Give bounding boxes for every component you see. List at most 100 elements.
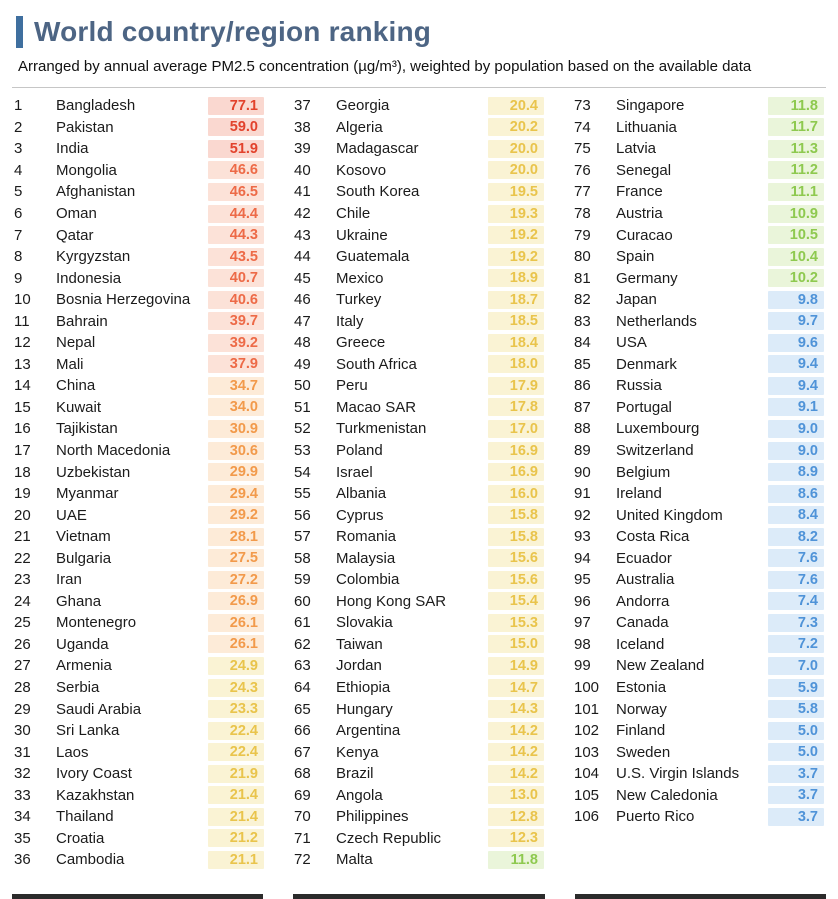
ranking-row: 65 Hungary 14.3: [294, 698, 544, 720]
rank-number: 19: [14, 485, 31, 503]
rank-number: 16: [14, 420, 31, 438]
pm25-value: 29.2: [208, 506, 264, 525]
rank-number: 31: [14, 743, 31, 761]
page-header: World country/region ranking: [16, 16, 820, 48]
ranking-row: 85 Denmark 9.4: [574, 354, 824, 376]
rank-number: 91: [574, 485, 591, 503]
rank-number: 73: [574, 97, 591, 115]
pm25-value: 20.4: [488, 96, 544, 115]
pm25-value: 23.3: [208, 700, 264, 719]
pm25-value: 3.7: [768, 786, 824, 805]
country-name: Bulgaria: [56, 549, 112, 567]
country-name: Andorra: [616, 592, 670, 610]
country-name: Portugal: [616, 398, 672, 416]
rank-number: 100: [574, 679, 600, 697]
pm25-value: 20.0: [488, 139, 544, 158]
pm25-value: 11.7: [768, 118, 824, 137]
ranking-row: 54 Israel 16.9: [294, 461, 544, 483]
ranking-row: 101 Norway 5.8: [574, 698, 824, 720]
pm25-value: 9.8: [768, 290, 824, 309]
country-name: Iran: [56, 571, 82, 589]
country-name: Serbia: [56, 679, 100, 697]
country-name: Mali: [56, 355, 84, 373]
pm25-value: 18.7: [488, 290, 544, 309]
ranking-row: 45 Mexico 18.9: [294, 267, 544, 289]
rank-number: 23: [14, 571, 31, 589]
country-name: Georgia: [336, 97, 390, 115]
ranking-row: 7 Qatar 44.3: [14, 224, 264, 246]
pm25-value: 26.1: [208, 613, 264, 632]
rank-number: 43: [294, 226, 311, 244]
ranking-row: 16 Tajikistan 30.9: [14, 418, 264, 440]
page-title: World country/region ranking: [34, 16, 432, 47]
pm25-value: 5.9: [768, 678, 824, 697]
pm25-value: 9.1: [768, 398, 824, 417]
pm25-value: 24.9: [208, 656, 264, 675]
country-name: North Macedonia: [56, 442, 171, 460]
pm25-value: 20.2: [488, 118, 544, 137]
pm25-value: 11.8: [768, 96, 824, 115]
ranking-row: 104 U.S. Virgin Islands 3.7: [574, 763, 824, 785]
pm25-value: 14.2: [488, 721, 544, 740]
pm25-value: 21.4: [208, 807, 264, 826]
rank-number: 77: [574, 183, 591, 201]
ranking-row: 106 Puerto Rico 3.7: [574, 806, 824, 828]
rank-number: 83: [574, 312, 591, 330]
ranking-row: 29 Saudi Arabia 23.3: [14, 698, 264, 720]
country-name: Ghana: [56, 592, 102, 610]
ranking-row: 49 South Africa 18.0: [294, 354, 544, 376]
ranking-row: 84 USA 9.6: [574, 332, 824, 354]
rank-number: 88: [574, 420, 591, 438]
pm25-value: 15.4: [488, 592, 544, 611]
pm25-value: 43.5: [208, 247, 264, 266]
rank-number: 17: [14, 442, 31, 460]
country-name: Guatemala: [336, 248, 410, 266]
country-name: Germany: [616, 269, 678, 287]
page-subtitle: Arranged by annual average PM2.5 concent…: [18, 58, 752, 75]
country-name: Ukraine: [336, 226, 388, 244]
country-name: Israel: [336, 463, 373, 481]
ranking-row: 21 Vietnam 28.1: [14, 526, 264, 548]
ranking-row: 14 China 34.7: [14, 375, 264, 397]
country-name: Taiwan: [336, 635, 383, 653]
rank-number: 96: [574, 592, 591, 610]
ranking-row: 70 Philippines 12.8: [294, 806, 544, 828]
rank-number: 90: [574, 463, 591, 481]
ranking-column-1: 1 Bangladesh 77.1 2 Pakistan 59.0 3 India 51.9 4 M…: [14, 95, 264, 871]
country-name: Angola: [336, 786, 383, 804]
ranking-row: 41 South Korea 19.5: [294, 181, 544, 203]
pm25-value: 3.7: [768, 764, 824, 783]
ranking-row: 2 Pakistan 59.0: [14, 117, 264, 139]
rank-number: 1: [14, 97, 23, 115]
country-name: U.S. Virgin Islands: [616, 765, 740, 783]
ranking-row: 33 Kazakhstan 21.4: [14, 785, 264, 807]
pm25-value: 11.1: [768, 182, 824, 201]
country-name: Kuwait: [56, 398, 102, 416]
pm25-value: 39.2: [208, 333, 264, 352]
ranking-row: 97 Canada 7.3: [574, 612, 824, 634]
ranking-row: 35 Croatia 21.2: [14, 828, 264, 850]
pm25-value: 14.3: [488, 700, 544, 719]
rank-number: 22: [14, 549, 31, 567]
rank-number: 54: [294, 463, 311, 481]
country-name: Senegal: [616, 161, 672, 179]
ranking-row: 37 Georgia 20.4: [294, 95, 544, 117]
country-name: UAE: [56, 506, 87, 524]
ranking-row: 9 Indonesia 40.7: [14, 267, 264, 289]
country-name: Ireland: [616, 485, 662, 503]
rank-number: 38: [294, 118, 311, 136]
rank-number: 63: [294, 657, 311, 675]
pm25-value: 34.7: [208, 376, 264, 395]
pm25-value: 7.0: [768, 656, 824, 675]
rank-number: 64: [294, 679, 311, 697]
rank-number: 97: [574, 614, 591, 632]
rank-number: 59: [294, 571, 311, 589]
rank-number: 30: [14, 722, 31, 740]
pm25-value: 7.4: [768, 592, 824, 611]
rank-number: 94: [574, 549, 591, 567]
rank-number: 33: [14, 786, 31, 804]
rank-number: 81: [574, 269, 591, 287]
rank-number: 93: [574, 528, 591, 546]
rank-number: 48: [294, 334, 311, 352]
pm25-value: 9.4: [768, 355, 824, 374]
